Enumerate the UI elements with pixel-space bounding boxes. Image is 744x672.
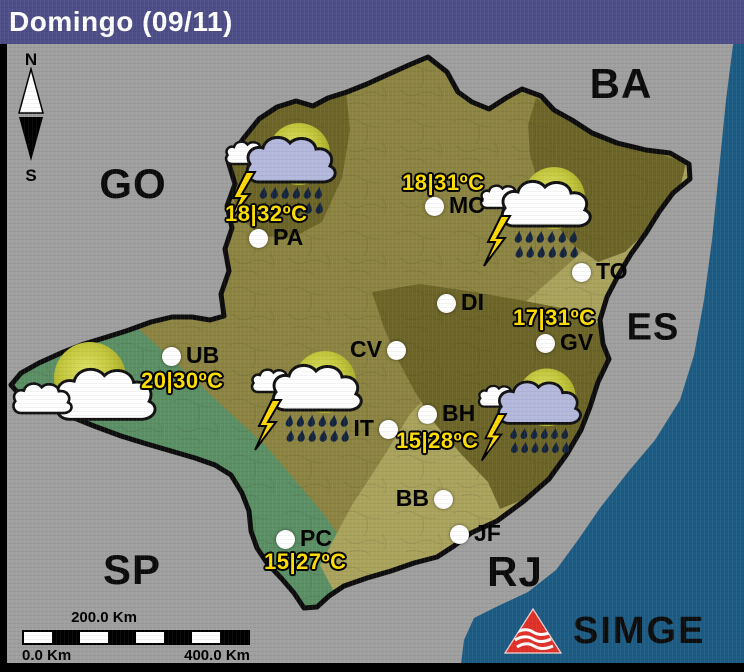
- scale-segment: [136, 632, 164, 643]
- city-label: BH: [442, 400, 476, 426]
- state-label-go: GO: [99, 160, 167, 207]
- city-marker-pc: PC: [276, 525, 332, 551]
- scale-segment: [24, 632, 52, 643]
- city-label: UB: [186, 342, 220, 368]
- atlantic-ocean: [460, 14, 744, 672]
- city-dot: [249, 229, 268, 248]
- city-marker-bh: BH: [418, 400, 475, 426]
- city-dot: [572, 263, 591, 282]
- scale-segment: [220, 632, 248, 643]
- state-label-es: ES: [626, 306, 680, 349]
- simge-logo: SIMGE: [503, 606, 705, 656]
- city-dot: [379, 420, 398, 439]
- city-dot: [536, 334, 555, 353]
- temp-label-gv: 17|31ºC: [513, 305, 596, 330]
- compass-north-label: N: [24, 50, 38, 69]
- city-dot: [387, 341, 406, 360]
- scale-start-label: 0.0 Km: [22, 647, 72, 664]
- city-label: CV: [350, 336, 382, 362]
- city-label: MC: [449, 192, 485, 218]
- frame-border-left: [0, 44, 7, 672]
- frame-border-bottom: [0, 663, 744, 672]
- city-dot: [434, 490, 453, 509]
- page-title: Domingo (09/11): [9, 6, 233, 37]
- scale-bar-segments: [22, 630, 250, 645]
- temp-label-pa: 18|32ºC: [225, 201, 308, 226]
- scale-end-label: 400.0 Km: [184, 647, 250, 664]
- scale-segment: [80, 632, 108, 643]
- city-dot: [276, 530, 295, 549]
- city-dot: [418, 405, 437, 424]
- city-label: PC: [300, 525, 332, 551]
- city-marker-di: DI: [437, 289, 484, 315]
- city-dot: [437, 294, 456, 313]
- simge-triangle-icon: [503, 607, 563, 654]
- compass-south-label: S: [25, 166, 37, 185]
- compass-needle-icon: [18, 66, 44, 161]
- city-label: GV: [560, 329, 594, 355]
- city-label: TO: [596, 258, 628, 284]
- city-marker-ub: UB: [162, 342, 219, 368]
- scale-middle-label: 200.0 Km: [71, 609, 137, 626]
- temp-label-bh: 15|28ºC: [396, 428, 479, 453]
- compass-rose: N S: [10, 50, 52, 185]
- temp-label-pc: 15|27ºC: [264, 549, 347, 574]
- city-dot: [162, 347, 181, 366]
- city-marker-jf: JF: [450, 520, 501, 546]
- state-label-sp: SP: [102, 546, 162, 593]
- state-label-ba: BA: [589, 60, 653, 107]
- scale-segment: [192, 632, 220, 643]
- city-marker-pa: PA: [249, 224, 303, 250]
- city-dot: [450, 525, 469, 544]
- city-dot: [425, 197, 444, 216]
- city-label: JF: [474, 520, 501, 546]
- city-marker-gv: GV: [536, 329, 593, 355]
- scale-segment: [108, 632, 136, 643]
- city-marker-it: IT: [354, 415, 398, 441]
- city-marker-mc: MC: [425, 192, 485, 218]
- city-label: DI: [461, 289, 484, 315]
- temp-label-mc: 18|31ºC: [402, 170, 485, 195]
- state-label-rj: RJ: [487, 548, 543, 595]
- scale-segment: [52, 632, 80, 643]
- temp-label-ub: 20|30ºC: [141, 368, 224, 393]
- city-marker-bb: BB: [396, 485, 453, 511]
- city-label: BB: [395, 485, 429, 511]
- city-marker-cv: CV: [350, 336, 406, 362]
- scale-segment: [164, 632, 192, 643]
- city-label: PA: [273, 224, 304, 250]
- title-bar: Domingo (09/11): [0, 0, 744, 44]
- simge-logo-text: SIMGE: [573, 609, 706, 652]
- city-marker-to: TO: [572, 258, 628, 284]
- city-label: IT: [353, 415, 374, 441]
